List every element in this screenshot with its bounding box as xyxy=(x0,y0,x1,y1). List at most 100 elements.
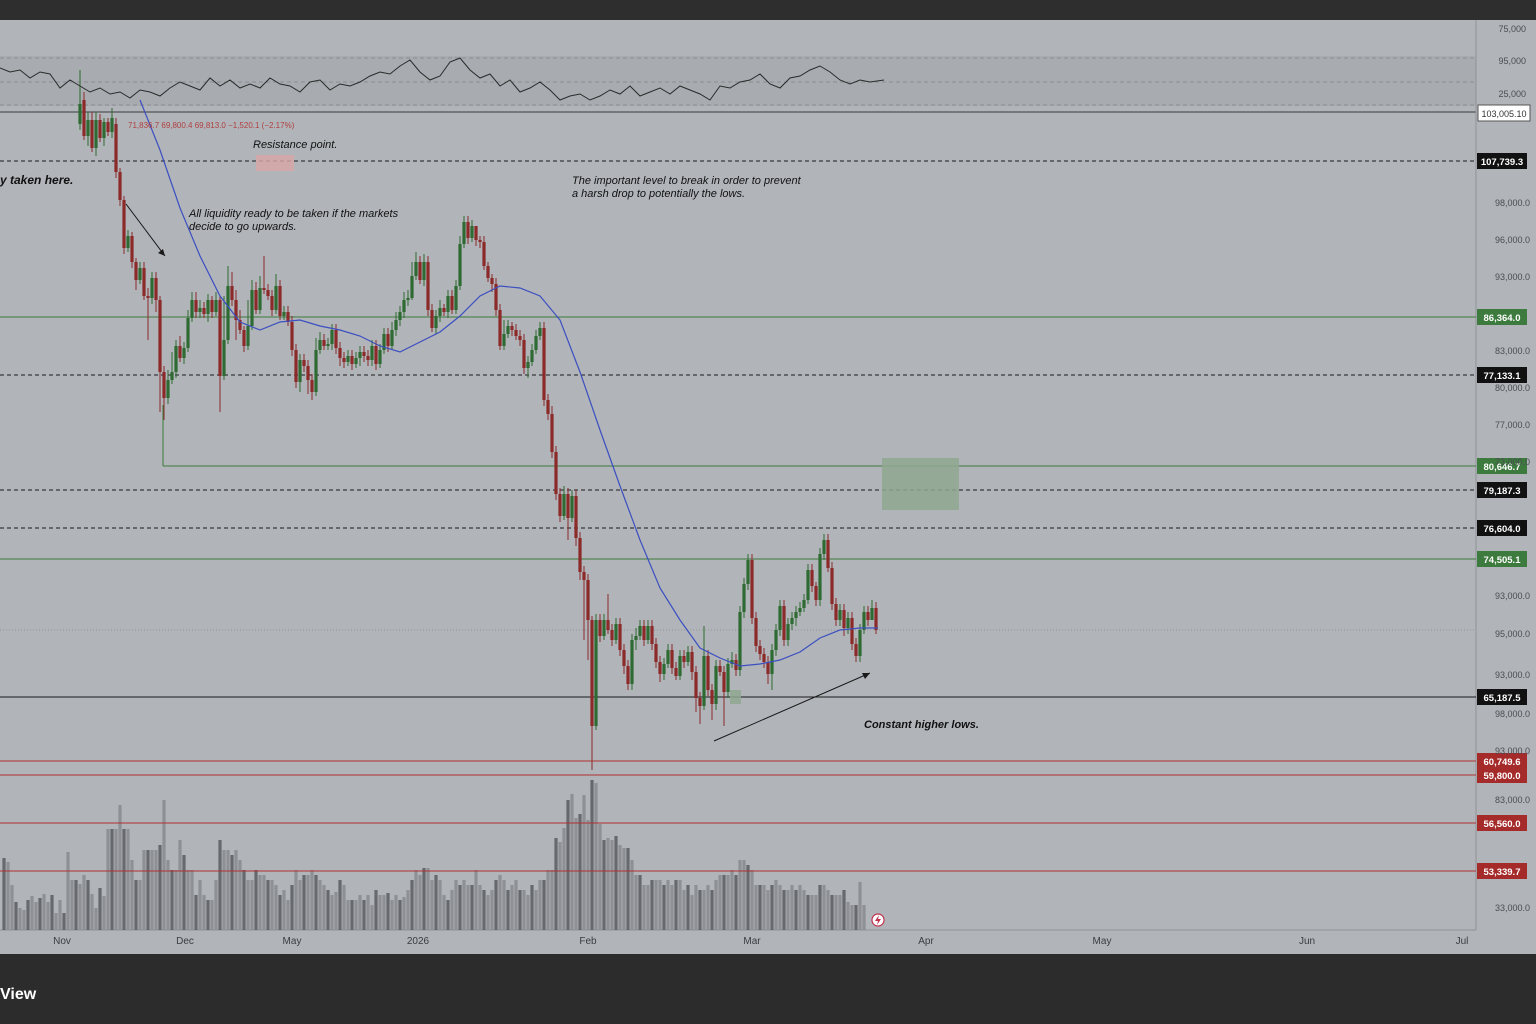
candle-body xyxy=(86,120,90,136)
candle-body xyxy=(338,348,342,358)
volume-bar xyxy=(830,895,834,930)
target-zone-box[interactable] xyxy=(882,458,959,510)
level-price-label: 56,560.0 xyxy=(1484,819,1521,830)
candle-body xyxy=(826,540,830,568)
volume-bar xyxy=(630,860,634,930)
candle-body xyxy=(654,644,658,662)
volume-bar xyxy=(274,885,278,930)
candle-body xyxy=(286,312,290,322)
price-tick-label: 98,000.0 xyxy=(1495,198,1530,208)
candle-body xyxy=(494,284,498,310)
volume-bar xyxy=(22,910,26,930)
volume-bar xyxy=(862,905,866,930)
candle-body xyxy=(622,650,626,666)
volume-bar xyxy=(218,840,222,930)
candle-body xyxy=(194,300,198,312)
candle-body xyxy=(134,262,138,280)
volume-bar xyxy=(690,895,694,930)
candle-body xyxy=(802,600,806,608)
candle-body xyxy=(834,604,838,620)
candle-body xyxy=(170,372,174,380)
candle-body xyxy=(678,656,682,676)
candle-body xyxy=(258,288,262,310)
level-price-label: 74,505.1 xyxy=(1484,555,1522,566)
replay-icon[interactable] xyxy=(871,913,885,927)
candle-body xyxy=(382,334,386,350)
volume-bar xyxy=(158,845,162,930)
volume-bar xyxy=(698,890,702,930)
candle-body xyxy=(754,618,758,646)
chart-area[interactable]: y taken here. Resistance point. All liqu… xyxy=(0,20,1536,954)
volume-bar xyxy=(386,893,390,930)
volume-bar xyxy=(318,880,322,930)
volume-bar xyxy=(570,794,574,930)
volume-bar xyxy=(714,880,718,930)
candle-body xyxy=(566,494,570,518)
volume-bar xyxy=(490,890,494,930)
candle-body xyxy=(354,358,358,364)
candle-body xyxy=(138,268,142,280)
volume-bar xyxy=(634,875,638,930)
volume-bar xyxy=(822,885,826,930)
volume-bar xyxy=(514,880,518,930)
volume-bar xyxy=(382,895,386,930)
candle-body xyxy=(234,300,238,320)
volume-bar xyxy=(142,850,146,930)
moving-average-line xyxy=(139,99,878,667)
candle-body xyxy=(166,380,170,398)
volume-bar xyxy=(846,902,850,930)
candle-body xyxy=(782,606,786,640)
candle-body xyxy=(442,308,446,312)
volume-bar xyxy=(854,905,858,930)
candle-body xyxy=(406,298,410,300)
volume-bar xyxy=(98,888,102,930)
volume-bar xyxy=(638,875,642,930)
volume-bar xyxy=(682,890,686,930)
volume-bar xyxy=(290,885,294,930)
candle-body xyxy=(846,618,850,628)
time-tick-label: 2026 xyxy=(407,936,430,947)
candle-body xyxy=(690,652,694,672)
candle-body xyxy=(154,278,158,300)
volume-bar xyxy=(546,870,550,930)
candle-body xyxy=(686,652,690,662)
level-price-box xyxy=(1477,309,1527,325)
volume-bar xyxy=(654,880,658,930)
candle-body xyxy=(498,310,502,346)
candle-body xyxy=(386,334,390,346)
volume-bar xyxy=(18,908,22,930)
volume-bar xyxy=(582,795,586,930)
volume-bar xyxy=(766,890,770,930)
volume-bar xyxy=(526,895,530,930)
volume-bar xyxy=(686,885,690,930)
volume-bar xyxy=(738,860,742,930)
candle-body xyxy=(738,612,742,670)
candle-body xyxy=(538,328,542,336)
candle-body xyxy=(626,666,630,684)
price-chart[interactable]: y taken here. Resistance point. All liqu… xyxy=(0,20,1536,954)
volume-bar xyxy=(498,875,502,930)
volume-bar xyxy=(806,895,810,930)
level-price-box xyxy=(1477,863,1527,879)
volume-bar xyxy=(482,890,486,930)
volume-bar xyxy=(858,882,862,930)
volume-bar xyxy=(34,902,38,930)
candle-body xyxy=(90,120,94,148)
level-price-label: 65,187.5 xyxy=(1484,693,1522,704)
volume-bar xyxy=(778,885,782,930)
price-tick-label: 98,000.0 xyxy=(1495,709,1530,719)
candle-body xyxy=(214,300,218,312)
candle-body xyxy=(206,300,210,314)
volume-bar xyxy=(422,868,426,930)
candle-body xyxy=(438,308,442,316)
volume-bar xyxy=(602,840,606,930)
candle-body xyxy=(598,620,602,636)
candle-body xyxy=(326,344,330,346)
small-zone-box xyxy=(730,690,741,704)
volume-bar xyxy=(758,885,762,930)
candle-body xyxy=(226,286,230,340)
price-tick-label: 33,000.0 xyxy=(1495,903,1530,913)
volume-bar xyxy=(842,890,846,930)
brand-label: View xyxy=(0,986,37,1003)
volume-bar xyxy=(118,805,122,930)
